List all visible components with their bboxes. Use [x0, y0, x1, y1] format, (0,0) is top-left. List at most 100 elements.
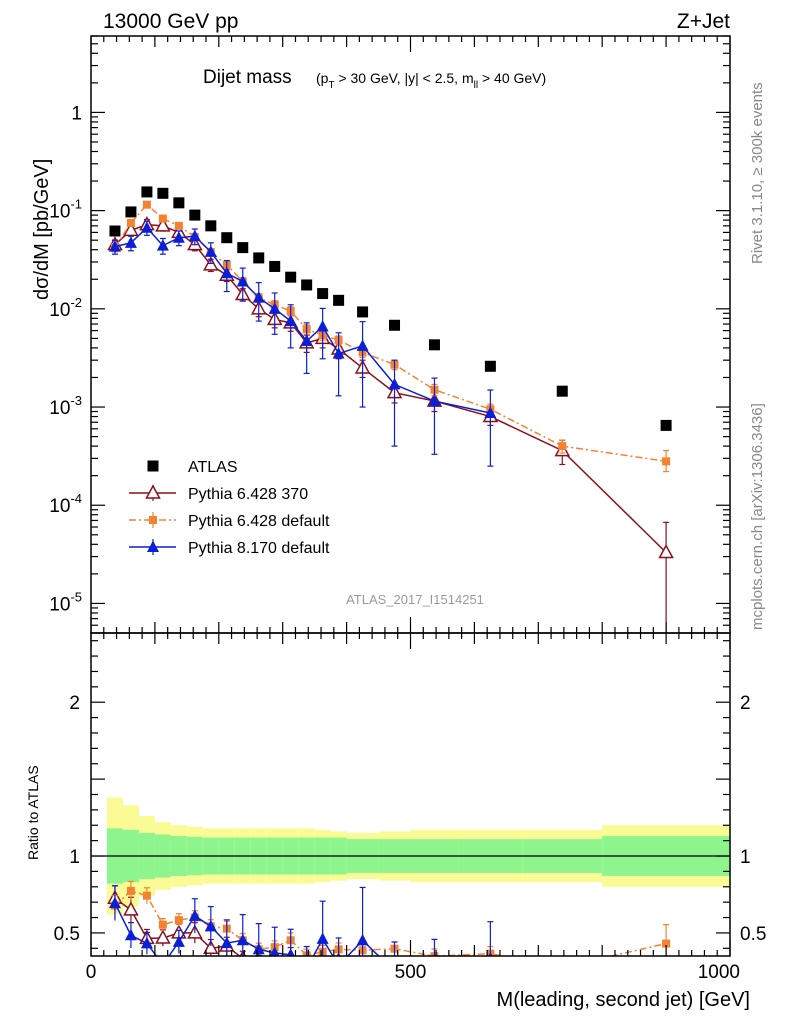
marker-square: [660, 419, 672, 431]
ratio-yticks: 0.5 0.5 1 1 2 2: [54, 640, 766, 949]
marker-triangle: [140, 936, 153, 949]
marker-triangle: [428, 962, 440, 974]
marker-triangle: [220, 936, 233, 949]
y-tick-label-exp: -1: [70, 197, 82, 212]
ratio-y-tick-label-right: 1: [740, 847, 751, 868]
marker-square-small: [158, 920, 167, 929]
marker-triangle: [286, 948, 295, 956]
marker-open-triangle: [203, 939, 219, 955]
marker-square-small: [126, 886, 135, 895]
marker-triangle: [236, 933, 249, 946]
marker-triangle: [356, 933, 369, 946]
title-cuts-part: > 30 GeV, |y| < 2.5, m: [335, 70, 474, 86]
rivet-label: Rivet 3.1.10, ≥ 300k events: [749, 82, 766, 264]
y-tick-label-exp: -2: [70, 295, 82, 310]
y-axis-label: dσ/dM [pb/GeV]: [31, 159, 53, 300]
marker-open-triangle: [155, 217, 171, 232]
marker-square-small: [558, 442, 567, 451]
marker-triangle: [188, 909, 201, 921]
marker-open-triangle: [258, 954, 260, 956]
series-line: [114, 203, 667, 463]
y-tick-label-base: 10: [49, 300, 70, 321]
marker-triangle: [124, 236, 137, 248]
marker-triangle: [316, 320, 329, 332]
marker-square: [317, 288, 329, 300]
marker-triangle: [124, 928, 137, 941]
marker-triangle: [172, 935, 185, 947]
main-content: [107, 186, 674, 633]
legend-entry-label: Pythia 6.428 default: [188, 513, 330, 530]
ratio-panel: 0.5 0.5 1 1 2 2 0 500 1000 Ratio to ATLAS M(lea…: [25, 632, 766, 1011]
ratio-y-tick-label: 2: [69, 693, 80, 714]
ratio-xticks: 0 500 1000: [86, 633, 740, 983]
ratio-y-tick-label-right: 2: [740, 693, 751, 714]
marker-square: [157, 187, 169, 199]
series-1: [107, 216, 674, 633]
y-tick-label-base: 10: [49, 398, 70, 419]
marker-triangle: [220, 266, 233, 279]
marker-square: [221, 232, 233, 244]
analysis-label: ATLAS_2017_I1514251: [346, 592, 484, 607]
marker-triangle: [269, 946, 280, 956]
marker-triangle: [428, 394, 441, 407]
marker-square: [141, 186, 153, 198]
marker-triangle: [157, 958, 169, 970]
marker-open-triangle: [300, 963, 313, 975]
chart-title-cuts: (pT > 30 GeV, |y| < 2.5, mll > 40 GeV): [316, 70, 546, 91]
legend: ATLAS Pythia 6.428 370 Pythia 6.428 defaul…: [129, 459, 330, 557]
marker-square: [333, 294, 345, 306]
x-tick-label: 500: [395, 962, 427, 983]
ratio-line: [114, 897, 326, 956]
marker-square: [173, 197, 185, 209]
main-yticks: 110-110-210-310-410-5: [49, 35, 730, 626]
marker-triangle: [284, 314, 297, 327]
marker-square: [109, 225, 121, 237]
chart-title-main: Dijet mass: [203, 67, 292, 88]
ratio-y-tick-label: 0.5: [54, 924, 80, 945]
header-right: Z+Jet: [677, 10, 730, 33]
marker-open-triangle: [145, 484, 161, 499]
marker-square: [556, 385, 568, 397]
marker-open-triangle: [123, 221, 139, 237]
marker-square: [189, 209, 201, 221]
y-tick-label: 10-1: [49, 197, 82, 223]
y-tick-label: 10-4: [49, 491, 82, 517]
ratio-line: [114, 902, 380, 956]
ratio-content: [91, 797, 730, 977]
marker-open-triangle: [556, 965, 569, 977]
title-cuts-part: ll: [474, 80, 478, 91]
ratio-series-2: [108, 885, 494, 974]
y-tick-label-exp: -3: [70, 393, 82, 408]
marker-open-triangle: [658, 543, 674, 559]
y-tick-label-exp: -5: [70, 589, 82, 604]
marker-square-small: [558, 963, 566, 971]
y-tick-label-base: 10: [49, 202, 70, 223]
ratio-y-tick-label: 1: [69, 847, 80, 868]
marker-square: [428, 339, 440, 351]
marker-open-triangle: [489, 953, 492, 956]
marker-triangle: [108, 240, 121, 252]
title-cuts-part: T: [328, 80, 334, 91]
marker-triangle: [333, 959, 345, 971]
marker-triangle: [332, 347, 345, 359]
main-xticks: [90, 36, 731, 633]
x-tick-label: 1000: [698, 962, 740, 983]
marker-square-small: [662, 939, 671, 948]
main-frame: [90, 35, 731, 634]
title-cuts-part: (p: [316, 70, 329, 86]
x-tick-label: 0: [86, 962, 97, 983]
marker-triangle: [252, 291, 265, 303]
marker-triangle: [488, 951, 493, 956]
x-axis-label: M(leading, second jet) [GeV]: [497, 989, 750, 1011]
marker-open-triangle: [356, 961, 369, 973]
marker-square: [253, 252, 265, 264]
marker-triangle: [140, 221, 153, 233]
title-cuts-part: > 40 GeV): [478, 70, 546, 86]
legend-entry-label: Pythia 8.170 default: [188, 540, 330, 557]
marker-square: [285, 271, 297, 283]
marker-triangle: [388, 377, 401, 390]
marker-square-small: [126, 218, 135, 227]
legend-entry-label: ATLAS: [188, 459, 238, 476]
marker-triangle: [236, 274, 249, 287]
